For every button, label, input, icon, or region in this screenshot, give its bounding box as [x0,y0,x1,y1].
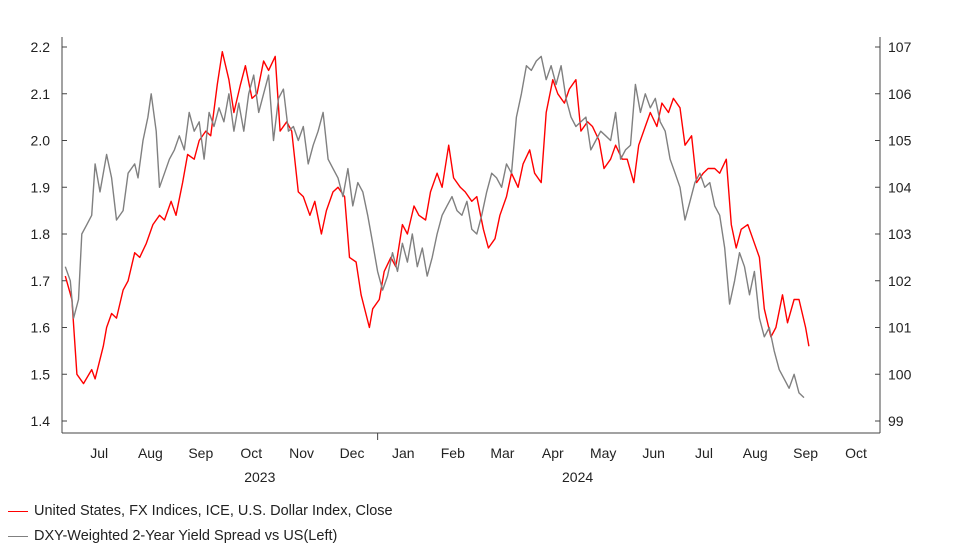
x-tick-label: Jun [642,445,665,461]
x-tick-label: Jul [695,445,713,461]
x-tick-label: Oct [845,445,867,461]
right-tick-label: 102 [888,273,912,289]
left-tick-label: 1.9 [31,179,51,195]
series-line-usd-index [64,51,810,385]
x-tick-label: Nov [289,445,314,461]
left-y-axis: 2.2 2.1 2.0 1.9 1.8 1.7 1.6 1.5 1.4 [31,37,67,433]
year-label: 2024 [562,469,593,485]
series-line-yield-spread [64,55,805,399]
left-tick-label: 1.6 [31,320,51,336]
right-tick-label: 103 [888,226,912,242]
legend-item-yield-spread: DXY-Weighted 2-Year Yield Spread vs US(L… [8,528,337,544]
legend-label: DXY-Weighted 2-Year Yield Spread vs US(L… [34,528,338,544]
right-tick-label: 105 [888,133,912,149]
right-tick-label: 99 [888,413,904,429]
legend-swatch-gray [8,535,28,537]
x-tick-label: Aug [743,445,768,461]
right-tick-label: 107 [888,39,912,55]
left-tick-label: 2.0 [31,133,51,149]
x-axis: Jul Aug Sep Oct Nov Dec Jan Feb Mar Apr May Jun Jul A… [62,432,880,485]
left-tick-label: 1.5 [31,366,51,382]
series-layer [64,51,810,399]
left-tick-label: 2.1 [31,86,51,102]
legend-label: United States, FX Indices, ICE, U.S. Dol… [34,503,393,519]
x-tick-label: Mar [490,445,514,461]
right-y-axis: 107 106 105 104 103 102 101 100 99 [875,37,912,433]
year-label: 2023 [244,469,275,485]
right-tick-label: 106 [888,86,912,102]
right-tick-label: 100 [888,366,912,382]
x-tick-label: Dec [340,445,365,461]
left-tick-label: 1.4 [31,413,51,429]
x-tick-label: Sep [793,445,818,461]
legend-item-usd-index: United States, FX Indices, ICE, U.S. Dol… [8,503,393,519]
x-tick-label: Oct [240,445,262,461]
x-tick-label: Sep [188,445,213,461]
legend-swatch-red [8,510,28,512]
x-tick-label: Aug [138,445,163,461]
x-tick-label: Feb [441,445,465,461]
right-tick-label: 104 [888,179,912,195]
x-tick-label: Jul [90,445,108,461]
x-tick-label: Apr [542,445,564,461]
dual-axis-line-chart: 2.2 2.1 2.0 1.9 1.8 1.7 1.6 1.5 1.4 107 106 105 104… [31,37,912,485]
left-tick-label: 2.2 [31,39,51,55]
left-tick-label: 1.8 [31,226,51,242]
x-tick-label: May [590,445,616,461]
left-tick-label: 1.7 [31,273,51,289]
x-tick-label: Jan [392,445,415,461]
right-tick-label: 101 [888,320,912,336]
